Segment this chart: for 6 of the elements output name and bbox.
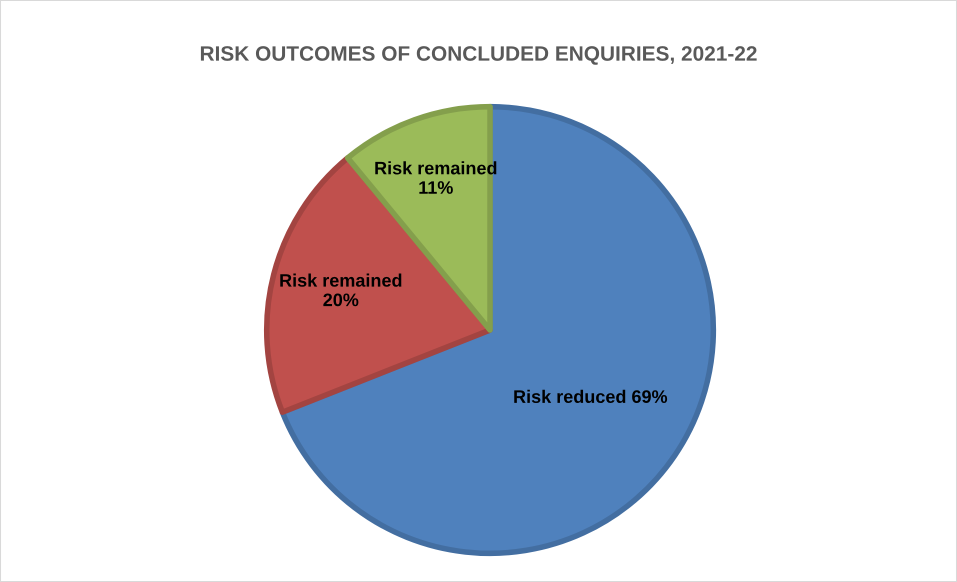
slice-label: Risk remained [375, 161, 496, 174]
slice-label: Risk reduced 69% [514, 390, 668, 403]
slice-label: Risk remained [280, 274, 402, 287]
data-label: 20% [323, 293, 358, 306]
data-label: 11% [419, 181, 453, 194]
chart-title: RISK OUTCOMES OF CONCLUDED ENQUIRIES, 2021-22 [200, 46, 757, 65]
